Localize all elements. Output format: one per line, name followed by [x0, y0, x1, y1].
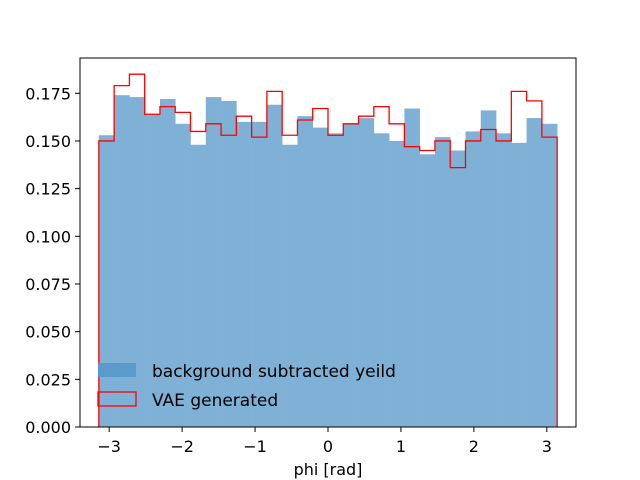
- histogram-bar: [159, 99, 176, 427]
- legend: background subtracted yeild VAE generate…: [97, 362, 396, 411]
- y-tick-label: 0.050: [25, 323, 71, 342]
- histogram-bar: [144, 114, 161, 428]
- x-tick-label: 3: [542, 437, 552, 456]
- histogram-bar: [98, 135, 115, 428]
- histogram-bar: [282, 144, 298, 427]
- histogram-bar: [251, 121, 268, 427]
- y-tick-label: 0.075: [25, 275, 71, 294]
- histogram-bar: [129, 97, 145, 428]
- filled-histogram-bars: [98, 95, 558, 428]
- y-tick-label: 0.175: [25, 84, 71, 103]
- histogram-bar: [221, 100, 237, 427]
- legend-label-vae: VAE generated: [152, 391, 278, 411]
- histogram-bar: [450, 150, 466, 427]
- x-axis-label: phi [rad]: [294, 460, 363, 479]
- histogram-bar: [511, 142, 527, 427]
- x-tick-label: 1: [396, 437, 406, 456]
- x-tick-label: 2: [469, 437, 479, 456]
- x-tick-label: 0: [323, 437, 333, 456]
- y-tick-label: 0.150: [25, 132, 71, 151]
- histogram-bar: [526, 118, 543, 428]
- histogram-bar: [328, 133, 344, 428]
- y-tick-label: 0.125: [25, 180, 71, 199]
- step-histogram-line: [98, 73, 558, 427]
- histogram-bar: [114, 95, 130, 428]
- histogram-bar: [205, 97, 222, 428]
- histogram-bar: [373, 133, 390, 428]
- histogram-bar: [312, 127, 329, 428]
- histogram-bar: [465, 131, 482, 427]
- legend-swatch-vae: [97, 391, 137, 407]
- histogram-bar: [496, 133, 512, 428]
- vae-step-line: [98, 73, 558, 427]
- x-tick-label: −2: [170, 437, 194, 456]
- histogram-bar: [266, 104, 283, 427]
- x-tick-label: −1: [243, 437, 267, 456]
- y-tick-label: 0.025: [25, 370, 71, 389]
- histogram-bar: [297, 116, 314, 428]
- histogram-bar: [389, 140, 405, 427]
- histogram-bar: [358, 118, 375, 428]
- y-tick-label: 0.100: [25, 227, 71, 246]
- y-tick-label: 0.000: [25, 418, 71, 437]
- histogram-bar: [236, 121, 252, 427]
- histogram-bar: [190, 144, 207, 427]
- histogram-bar: [419, 154, 436, 428]
- histogram-bar: [434, 137, 451, 428]
- histogram-bar: [343, 123, 359, 427]
- histogram-bar: [404, 108, 420, 427]
- x-tick-label: −3: [97, 437, 121, 456]
- histogram-bar: [175, 123, 191, 427]
- y-axis-ticks: 0.000 0.025 0.050 0.075 0.100 0.125 0.150 0.175: [25, 84, 80, 437]
- legend-label-background: background subtracted yeild: [152, 362, 396, 382]
- x-axis-ticks: −3 −2 −1 0 1 2 3: [97, 427, 552, 456]
- histogram-bar: [541, 123, 558, 427]
- legend-swatch-background: [98, 363, 136, 377]
- histogram-bar: [480, 110, 497, 427]
